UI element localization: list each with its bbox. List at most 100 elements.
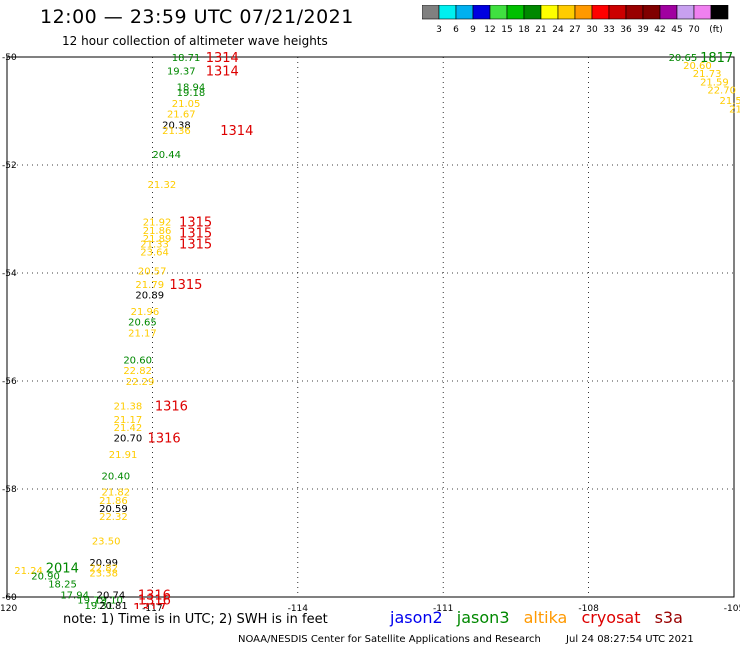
color-scale-label: 70: [688, 25, 700, 35]
pass-time-label: 1314: [206, 65, 239, 80]
satellite-legend: jason2 jason3 altika cryosat s3a: [390, 608, 692, 627]
wave-height-label: 21.86: [143, 226, 172, 237]
map-title: 12:00 — 23:59 UTC 07/21/2021: [40, 6, 354, 28]
units-note: note: 1) Time is in UTC; 2) SWH is in fe…: [63, 612, 328, 627]
y-tick-label: -50: [2, 53, 17, 63]
pass-time-label: 2014: [46, 561, 79, 576]
wave-height-label: 19.31: [85, 601, 114, 612]
wave-height-label: 23.64: [140, 247, 169, 258]
pass-time-label: 1316: [138, 588, 171, 603]
wave-height-label: 19.10: [94, 596, 123, 607]
color-scale-label: 39: [637, 25, 649, 35]
pass-time-label: 1817: [700, 51, 733, 66]
wave-height-label: 21.17: [128, 328, 157, 339]
wave-height-label: 20.60: [683, 61, 712, 72]
satellite-jason2: jason2: [390, 608, 443, 627]
y-tick-label: -54: [2, 269, 17, 279]
wave-height-label: 20.65: [669, 53, 698, 64]
wave-height-label: 22.82: [123, 366, 152, 377]
x-tick-label: -108: [578, 604, 599, 614]
color-scale-label: 24: [552, 25, 564, 35]
wave-height-label: 23.38: [89, 569, 118, 580]
color-scale-label: 42: [654, 25, 665, 35]
wave-height-label: 21.82: [102, 488, 131, 499]
pass-time-label: 1314: [206, 51, 239, 66]
color-scale-legend: 3 6 9 12 15 18 21 24 27 30 33 36 39 42 45 70 (ft): [422, 5, 729, 35]
wave-height-label: 18.94: [177, 83, 206, 94]
wave-height-label: 21.59: [729, 104, 740, 115]
color-scale-label: 21: [535, 25, 546, 35]
generated-timestamp: Jul 24 08:27:54 UTC 2021: [566, 634, 694, 645]
wave-height-label: 22.29: [126, 377, 155, 388]
wave-height-label: 20.90: [31, 571, 60, 582]
wave-height-label: 21.42: [114, 423, 143, 434]
wave-height-label: 22.82: [89, 563, 118, 574]
wave-height-label: 21.73: [693, 69, 722, 80]
wave-height-label: 22.70: [707, 85, 736, 96]
wave-height-label: 20.65: [128, 318, 157, 329]
color-scale-label: 18: [518, 25, 530, 35]
satellite-jason3: jason3: [456, 608, 510, 627]
wave-height-label: 21.79: [135, 280, 164, 291]
x-tick-label: -111: [433, 604, 453, 614]
wave-height-label: 21.67: [167, 110, 196, 121]
pass-time-label: 1316: [148, 432, 181, 447]
wave-height-label: 21.32: [148, 180, 177, 191]
wave-height-label: 22.32: [99, 512, 128, 523]
color-scale-label: 36: [620, 25, 632, 35]
x-tick-label: -117: [142, 604, 162, 614]
wave-height-label: 20.70: [114, 434, 143, 445]
y-tick-label: -52: [2, 161, 17, 171]
satellite-cryosat: cryosat: [581, 608, 641, 627]
wave-height-label: 20.74: [97, 590, 126, 601]
pass-time-label: 1316: [138, 594, 171, 609]
color-swatch: [710, 5, 729, 20]
color-scale-unit: (ft): [709, 25, 723, 35]
credit-text: NOAA/NESDIS Center for Satellite Applica…: [238, 634, 541, 645]
satellite-altika: altika: [523, 608, 568, 627]
pass-time-label: 1315: [179, 227, 212, 242]
color-scale-label: 6: [453, 25, 459, 35]
color-scale-label: 27: [569, 25, 580, 35]
wave-height-label: 21.92: [143, 218, 172, 229]
wave-height-label: 20.38: [162, 121, 191, 132]
wave-height-label: 18.25: [48, 580, 77, 591]
pass-time-label: 1317: [133, 602, 166, 617]
wave-height-label: 21.96: [131, 307, 160, 318]
color-scale-label: 9: [470, 25, 476, 35]
wave-height-label: 19.18: [177, 88, 206, 99]
color-scale-label: 15: [501, 25, 512, 35]
y-tick-label: -58: [2, 485, 17, 495]
wave-height-label: 23.50: [92, 536, 121, 547]
wave-height-label: 20.59: [99, 504, 128, 515]
wave-height-label: 21.89: [143, 234, 172, 245]
wave-height-label: 20.99: [89, 558, 118, 569]
pass-time-label: 1315: [169, 278, 202, 293]
credit-line: NOAA/NESDIS Center for Satellite Applica…: [238, 634, 694, 645]
wave-height-label: 20.81: [99, 601, 128, 612]
x-tick-label: -120: [0, 604, 17, 614]
color-scale-label: 33: [603, 25, 614, 35]
wave-height-label: 21.59: [700, 77, 729, 88]
y-tick-label: -60: [2, 593, 17, 603]
pass-time-label: 1315: [179, 237, 212, 252]
wave-height-label: 18.71: [172, 53, 201, 64]
map-frame: [6, 56, 735, 598]
wave-height-label: 20.44: [152, 150, 181, 161]
wave-height-label: 19.37: [167, 67, 196, 78]
wave-height-label: 21.86: [99, 496, 128, 507]
x-tick-label: -105: [724, 604, 740, 614]
wave-height-label: 21.36: [162, 126, 191, 137]
y-tick-label: -56: [2, 377, 17, 387]
wave-height-label: 21.17: [114, 415, 143, 426]
pass-time-label: 1315: [179, 216, 212, 231]
wave-height-label: 20.60: [123, 355, 152, 366]
wave-height-label: 20.89: [135, 291, 164, 302]
wave-height-label: 21.38: [114, 401, 143, 412]
wave-height-label: 19.72: [77, 596, 106, 607]
color-scale-label: 45: [671, 25, 682, 35]
color-scale-label: 30: [586, 25, 598, 35]
pass-time-label: 1316: [155, 399, 188, 414]
wave-height-label: 21.24: [14, 566, 43, 577]
